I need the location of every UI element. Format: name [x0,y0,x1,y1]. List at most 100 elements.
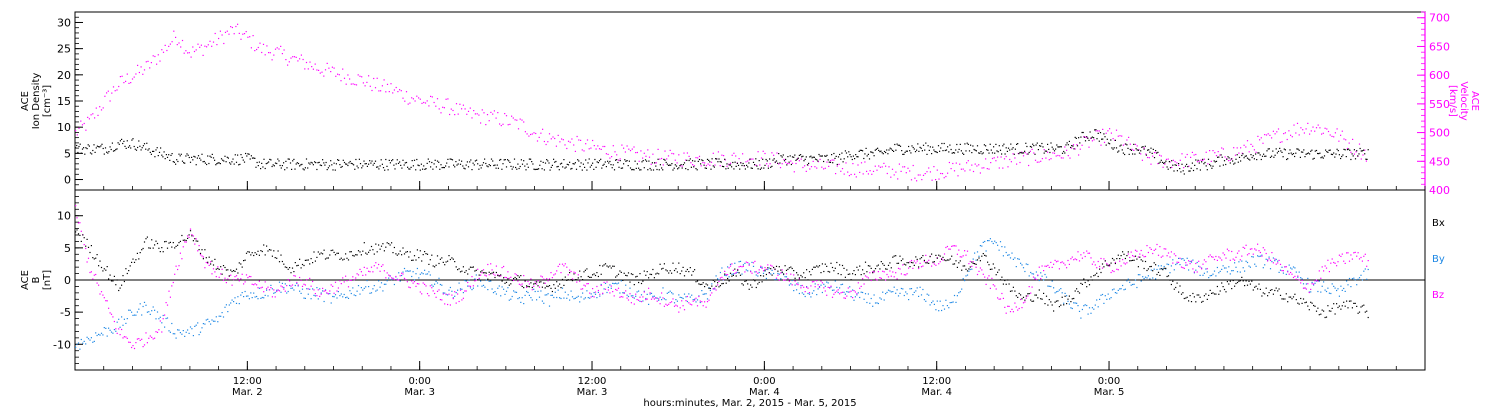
bz-series-point [1225,257,1227,259]
bx-series-point [125,268,127,270]
density-series-point [598,160,601,162]
by-series-point [1245,260,1247,262]
bx-series-point [586,268,588,270]
bx-series-point [320,252,322,254]
by-series-point [679,296,681,298]
bx-series-point [994,267,996,269]
bx-series-point [737,269,739,271]
density-series-point [481,164,483,166]
bz-series-point [796,283,798,285]
density-series-point [160,147,162,149]
density-series-point [1357,155,1359,157]
density-series-point [725,168,727,170]
density-series-point [435,166,437,168]
by-series-point [1107,293,1109,295]
bz-series-point [1302,287,1305,289]
bz-series-point [296,281,298,284]
bz-series-point [1242,246,1244,248]
bx-series-point [263,244,265,246]
x-tick-time-label: 12:00 [922,376,951,387]
bz-series-point [764,267,766,269]
bx-series-point [175,245,177,247]
bz-series-point [739,265,742,267]
density-series-point [230,163,232,165]
bx-series-point [882,263,884,265]
bz-series-point [933,263,935,265]
by-series-point [1143,278,1145,280]
by-series-point [393,283,395,286]
by-series-point [487,289,489,291]
density-series-point [385,158,387,161]
bz-series-point [119,334,121,336]
bx-series-point [892,256,894,258]
bx-series-point [431,254,433,256]
bx-series-point [353,255,355,257]
by-series-point [706,298,709,300]
by-series-point [316,287,318,289]
bz-series-point [1287,271,1289,273]
by-series-point [461,288,463,290]
velocity-series-point [206,46,208,48]
velocity-series-point [256,48,258,51]
by-series-point [465,280,467,282]
density-series-point [911,145,913,147]
bx-series-point [385,246,387,248]
bz-series-point [586,283,588,285]
velocity-series-point [1222,148,1224,150]
bx-series-point [793,270,795,272]
density-series-point [248,153,250,155]
density-series-point [825,155,827,157]
by-series-point [339,295,341,297]
velocity-series-point [848,175,850,177]
by-series-point [1251,256,1253,258]
bx-series-point [1080,282,1082,284]
density-series-point [1319,152,1321,154]
density-series-point [1083,136,1085,138]
velocity-series-point [231,26,233,29]
bz-series-point [426,293,429,295]
density-series-point [1119,145,1121,147]
by-series-point [669,290,671,292]
by-series-point [1358,277,1361,279]
by-series-point [534,290,536,293]
velocity-series-point [686,152,688,154]
density-series-point [1167,168,1169,170]
velocity-series-point [362,82,364,84]
by-series-point [966,274,969,276]
bz-series-point [1234,259,1236,261]
bx-series-point [1126,255,1128,257]
by-series-point [658,299,660,301]
density-series-point [854,158,856,160]
velocity-series-point [578,139,580,141]
density-series-point [117,142,119,144]
velocity-series-point [254,50,256,52]
by-series-point [185,331,187,333]
density-series-point [839,153,841,156]
density-series-point [802,155,804,157]
by-series-point [294,284,296,287]
bx-series-point [675,268,677,270]
velocity-series-point [931,179,933,181]
by-series-point [181,333,183,335]
density-series-point [1086,136,1088,138]
by-series-point [1067,300,1069,302]
density-series-point [122,142,124,145]
bx-series-point [171,246,173,248]
velocity-series-point [1069,157,1071,159]
bz-series-point [587,283,589,285]
density-series-point [544,162,547,164]
velocity-series-point [1191,151,1193,153]
density-series-point [1157,151,1159,153]
bz-series-point [696,305,699,307]
density-series-point [412,165,414,167]
bz-series-point [609,292,611,294]
bz-series-point [1083,252,1085,254]
bz-series-point [1366,265,1368,267]
bx-series-point [978,257,980,259]
by-series-point [1169,272,1171,274]
bz-series-point [1051,266,1053,268]
velocity-series-point [388,91,390,93]
by-series-point [301,288,304,290]
velocity-series-point [111,92,113,94]
bz-series-point [627,299,630,301]
